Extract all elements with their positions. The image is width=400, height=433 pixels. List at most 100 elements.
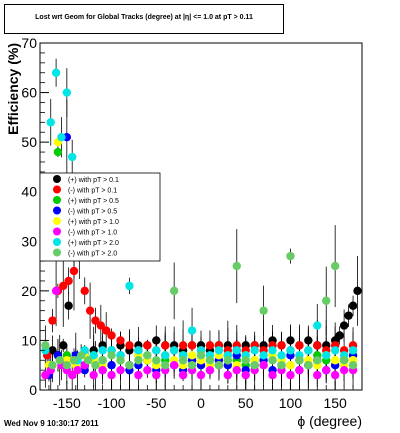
data-point-s5	[268, 370, 277, 380]
data-point-s4	[187, 351, 197, 360]
y-tick-label: 10	[21, 332, 37, 348]
data-point-s7	[134, 356, 143, 365]
data-point-s7	[304, 361, 313, 370]
data-point-s0	[339, 321, 349, 330]
data-point-s6	[89, 351, 98, 360]
data-point-s5	[73, 365, 82, 375]
y-tick-label: 20	[21, 283, 37, 299]
legend: (+) with pT > 0.1 (-) with pT > 0.1 (+) wi…	[39, 172, 161, 262]
data-point-s7	[187, 361, 197, 370]
data-point-s7	[152, 356, 161, 365]
data-point-s7	[169, 286, 179, 296]
data-point-s7	[116, 356, 125, 365]
data-point-s1	[85, 306, 95, 315]
x-tick-label: 0	[197, 395, 205, 411]
data-point-s6	[62, 88, 72, 97]
data-point-s6	[187, 326, 197, 335]
data-point-s6	[286, 346, 295, 355]
data-point-s7	[313, 356, 322, 365]
data-point-s5	[169, 361, 179, 370]
data-point-s0	[344, 311, 353, 320]
data-point-s0	[48, 346, 57, 355]
data-point-s1	[69, 266, 79, 276]
data-point-s6	[57, 132, 66, 142]
data-point-s7	[196, 351, 206, 360]
data-point-s7	[241, 356, 250, 365]
legend-marker	[53, 206, 61, 215]
data-point-s1	[313, 341, 322, 350]
legend-marker	[53, 238, 61, 246]
timestamp-footer: Wed Nov 9 10:30:17 2011	[4, 419, 99, 428]
data-point-s5	[107, 370, 116, 380]
legend-marker	[53, 227, 61, 236]
data-point-s7	[330, 261, 340, 271]
data-point-s1	[64, 276, 73, 286]
data-point-s5	[152, 370, 161, 380]
data-point-s5	[322, 365, 331, 375]
legend-label: (+) with pT > 1.0	[68, 219, 119, 226]
data-point-s6	[322, 351, 331, 360]
data-point-s5	[286, 370, 295, 380]
legend-marker	[53, 196, 61, 204]
data-point-s5	[295, 365, 304, 375]
data-point-s5	[205, 365, 215, 375]
data-point-s1	[80, 286, 89, 296]
data-point-s7	[286, 251, 295, 261]
data-point-s5	[178, 370, 188, 380]
data-point-s2	[53, 147, 63, 157]
data-point-s6	[152, 346, 161, 355]
data-point-s0	[59, 341, 68, 350]
y-tick-label: 50	[21, 134, 37, 150]
data-point-s6	[134, 346, 143, 355]
data-point-s1	[277, 341, 286, 350]
data-point-s6	[348, 346, 358, 355]
data-point-s7	[178, 356, 188, 365]
data-point-s1	[125, 341, 134, 350]
legend-label: (-) with pT > 1.0	[68, 230, 117, 237]
data-point-s7	[322, 296, 331, 305]
data-point-s7	[232, 261, 241, 271]
chart-title-box: Lost wrt Geom for Global Tracks (degree)…	[4, 4, 284, 34]
data-point-s0	[304, 336, 313, 345]
data-point-s6	[259, 351, 268, 360]
legend-marker	[53, 185, 61, 194]
data-point-s4	[330, 356, 340, 365]
data-point-s6	[277, 351, 286, 360]
y-tick-label: 40	[21, 184, 37, 200]
data-point-s7	[69, 356, 79, 365]
data-point-s0	[353, 286, 362, 296]
data-point-s7	[348, 361, 358, 370]
data-point-s7	[107, 351, 116, 360]
data-point-s1	[96, 321, 106, 330]
data-point-s5	[41, 370, 50, 380]
legend-marker	[53, 217, 61, 225]
x-tick-label: 150	[323, 395, 347, 411]
data-point-s6	[169, 346, 179, 355]
data-point-s5	[134, 370, 143, 380]
data-point-s5	[143, 365, 152, 375]
data-point-s1	[143, 341, 152, 350]
data-point-s6	[214, 346, 224, 355]
x-tick-label: -150	[53, 395, 81, 411]
data-point-s7	[259, 306, 268, 315]
legend-label: (-) with pT > 0.1	[68, 188, 117, 195]
data-point-s7	[76, 351, 86, 360]
y-tick-label: 30	[21, 233, 37, 249]
y-tick-label: 60	[21, 85, 37, 101]
data-point-s5	[241, 370, 250, 380]
chart-title: Lost wrt Geom for Global Tracks (degree)…	[35, 14, 253, 21]
data-point-s7	[339, 356, 349, 365]
data-point-s5	[51, 286, 61, 296]
data-point-s6	[98, 346, 107, 355]
data-point-s5	[116, 365, 125, 375]
x-tick-label: -100	[98, 395, 126, 411]
data-point-s7	[55, 356, 64, 365]
data-point-s1	[107, 331, 116, 340]
data-point-s1	[59, 281, 68, 291]
data-point-s0	[335, 331, 344, 340]
data-point-s0	[64, 301, 73, 310]
data-point-s1	[91, 316, 100, 325]
data-point-s7	[91, 361, 100, 370]
data-point-s7	[223, 356, 233, 365]
data-point-s1	[178, 341, 188, 350]
